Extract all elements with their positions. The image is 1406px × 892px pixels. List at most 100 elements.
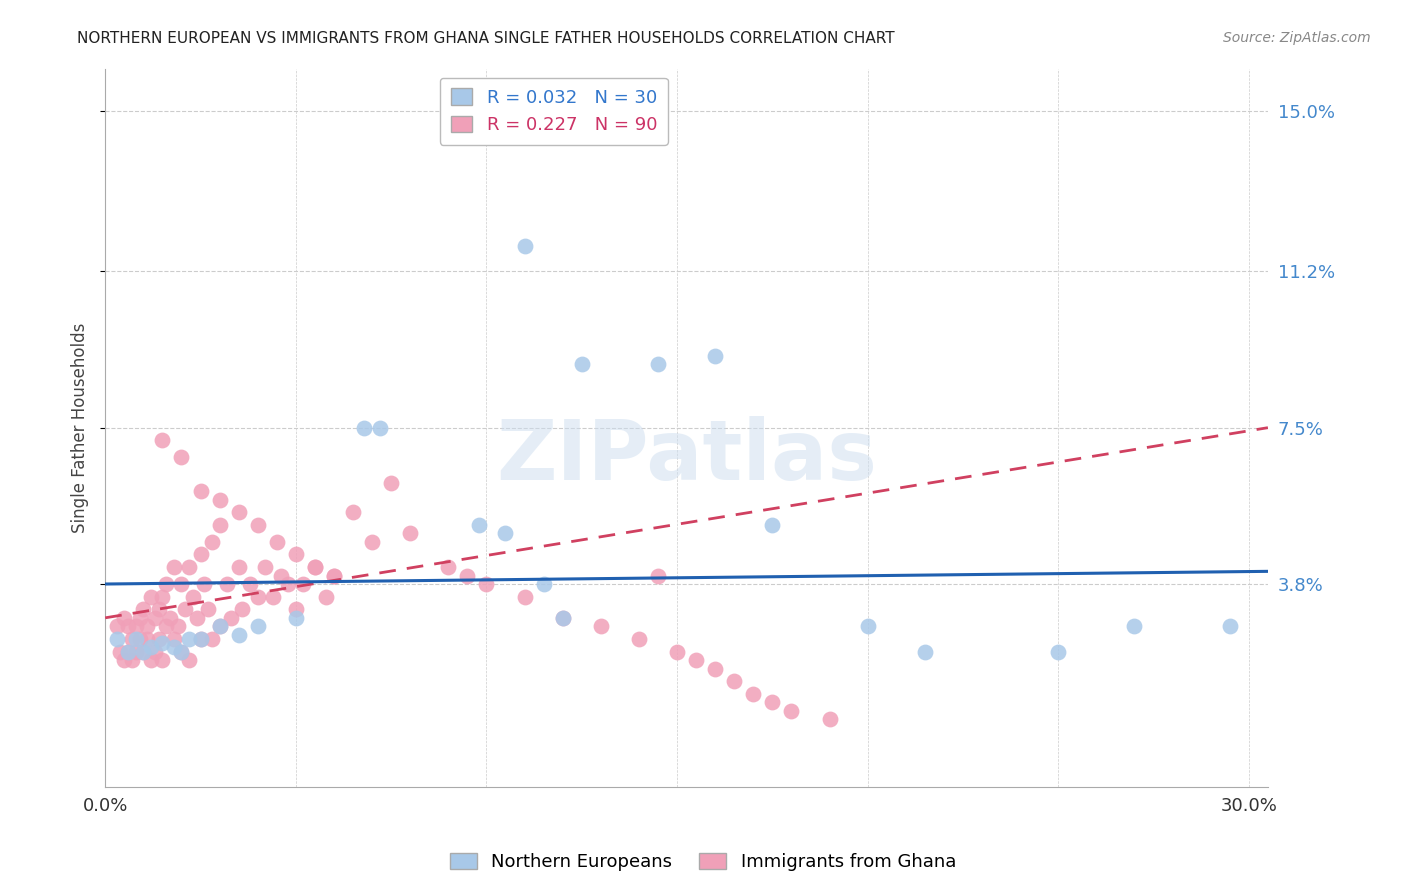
Point xyxy=(513,590,536,604)
Point xyxy=(277,577,299,591)
Point xyxy=(125,645,148,659)
Point xyxy=(136,619,159,633)
Point xyxy=(284,548,307,562)
Point xyxy=(551,611,574,625)
Point xyxy=(342,505,364,519)
Point xyxy=(380,475,402,490)
Point xyxy=(399,526,422,541)
Point xyxy=(177,560,200,574)
Point xyxy=(117,645,139,659)
Point xyxy=(152,636,174,650)
Point xyxy=(292,577,315,591)
Point xyxy=(125,632,148,646)
Point xyxy=(197,602,219,616)
Point xyxy=(246,619,269,633)
Point xyxy=(152,590,174,604)
Point xyxy=(136,632,159,646)
Point xyxy=(627,632,650,646)
Point xyxy=(270,568,292,582)
Point xyxy=(685,653,707,667)
Point xyxy=(152,434,174,448)
Point xyxy=(495,526,517,541)
Point xyxy=(163,560,186,574)
Point xyxy=(143,611,166,625)
Point xyxy=(239,577,262,591)
Point xyxy=(148,602,170,616)
Point xyxy=(208,619,231,633)
Point xyxy=(533,577,555,591)
Point xyxy=(231,602,253,616)
Point xyxy=(284,611,307,625)
Point xyxy=(323,568,346,582)
Point xyxy=(177,653,200,667)
Point xyxy=(266,534,288,549)
Point xyxy=(353,420,375,434)
Point xyxy=(723,674,745,689)
Point xyxy=(105,632,128,646)
Point xyxy=(208,619,231,633)
Point xyxy=(121,632,143,646)
Point xyxy=(117,619,139,633)
Point xyxy=(551,611,574,625)
Point xyxy=(818,712,841,726)
Point xyxy=(190,632,212,646)
Point xyxy=(1047,645,1070,659)
Point xyxy=(163,640,186,655)
Point xyxy=(121,653,143,667)
Point xyxy=(780,704,803,718)
Point xyxy=(208,517,231,532)
Point xyxy=(262,590,284,604)
Point xyxy=(315,590,337,604)
Point xyxy=(170,645,193,659)
Point xyxy=(219,611,242,625)
Point xyxy=(190,632,212,646)
Point xyxy=(186,611,208,625)
Point xyxy=(475,577,498,591)
Point xyxy=(201,534,224,549)
Point xyxy=(468,517,491,532)
Point xyxy=(110,645,132,659)
Point xyxy=(666,645,689,659)
Point xyxy=(513,239,536,253)
Point xyxy=(1219,619,1241,633)
Point xyxy=(704,661,727,675)
Point xyxy=(132,645,155,659)
Point xyxy=(1123,619,1146,633)
Point xyxy=(155,619,177,633)
Text: ZIPatlas: ZIPatlas xyxy=(496,416,877,497)
Point xyxy=(914,645,936,659)
Point xyxy=(571,357,593,371)
Point xyxy=(190,484,212,499)
Point xyxy=(254,560,277,574)
Point xyxy=(170,645,193,659)
Point xyxy=(647,357,669,371)
Point xyxy=(112,611,135,625)
Point xyxy=(170,450,193,465)
Point xyxy=(139,653,162,667)
Point xyxy=(208,492,231,507)
Point xyxy=(181,590,204,604)
Point xyxy=(193,577,215,591)
Point xyxy=(105,619,128,633)
Point xyxy=(155,577,177,591)
Point xyxy=(125,619,148,633)
Point xyxy=(112,653,135,667)
Point xyxy=(704,349,727,363)
Point xyxy=(152,653,174,667)
Point xyxy=(437,560,460,574)
Point xyxy=(589,619,612,633)
Point xyxy=(304,560,326,574)
Point xyxy=(323,568,346,582)
Legend: Northern Europeans, Immigrants from Ghana: Northern Europeans, Immigrants from Ghan… xyxy=(443,846,963,879)
Point xyxy=(139,590,162,604)
Point xyxy=(761,695,783,709)
Point xyxy=(246,517,269,532)
Point xyxy=(761,517,783,532)
Point xyxy=(166,619,188,633)
Point xyxy=(177,632,200,646)
Point xyxy=(246,590,269,604)
Point xyxy=(856,619,879,633)
Point xyxy=(647,568,669,582)
Point xyxy=(163,632,186,646)
Point xyxy=(228,505,250,519)
